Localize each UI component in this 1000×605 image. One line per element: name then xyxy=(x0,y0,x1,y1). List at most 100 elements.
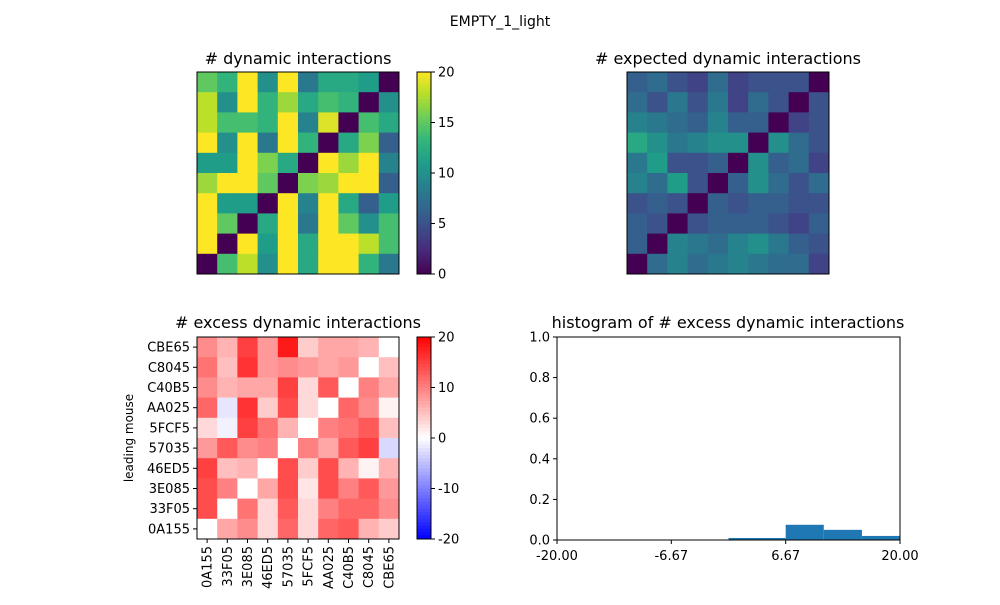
hm-dynamic-cell-9-3 xyxy=(257,253,279,275)
hm-expected-cell-4-8 xyxy=(788,152,810,174)
hm-dynamic-cell-9-6 xyxy=(318,253,339,275)
hm-expected-cell-1-7 xyxy=(768,92,789,113)
cb-excess-strip-18 xyxy=(417,397,431,402)
hm-excess-cell-4-1 xyxy=(217,417,238,439)
hm-excess-cell-7-3 xyxy=(257,478,279,499)
hm-dynamic-cell-9-2 xyxy=(237,253,258,275)
hm-expected-cell-4-3 xyxy=(687,152,709,174)
cb-dynamic-strip-33 xyxy=(417,183,431,187)
hm-excess-cell-7-5 xyxy=(298,478,319,499)
dynamic-colorbar: 0 5 10 15 20 xyxy=(416,66,455,283)
cb-excess-strip-8 xyxy=(417,363,431,368)
hm-expected-cell-4-6 xyxy=(748,152,769,174)
hm-excess-ytick-label-0: CBE65 xyxy=(147,341,190,356)
hm-expected-cell-1-9 xyxy=(808,92,830,113)
hm-expected-cell-7-9 xyxy=(808,213,830,234)
hm-expected-cell-0-1 xyxy=(647,72,668,93)
cb-dynamic-strip-16 xyxy=(417,125,431,130)
hm-dynamic-cell-1-2 xyxy=(237,92,258,113)
hm-expected-cell-9-0 xyxy=(627,253,648,275)
hm-excess-cell-1-1 xyxy=(217,357,238,378)
hm-excess-cell-4-2 xyxy=(237,417,258,439)
cb-dynamic-strip-25 xyxy=(417,156,431,161)
hm-excess-cell-2-2 xyxy=(237,377,258,398)
hm-dynamic-cell-9-5 xyxy=(298,253,319,275)
figure-suptitle: EMPTY_1_light xyxy=(450,14,551,30)
hm-expected-cell-3-6 xyxy=(748,132,769,154)
hm-excess-cell-2-7 xyxy=(338,377,359,398)
cb-dynamic-strip-42 xyxy=(417,213,431,218)
hm-expected-cell-7-4 xyxy=(707,213,729,234)
hm-expected-cell-4-1 xyxy=(647,152,668,174)
hm-excess-cell-3-1 xyxy=(217,397,238,419)
cb-dynamic-strip-50 xyxy=(417,240,431,245)
expected-title: # expected dynamic interactions xyxy=(595,49,861,68)
hm-excess-cell-9-8 xyxy=(358,518,380,540)
expected-heatmap xyxy=(626,71,830,275)
hm-excess-cell-3-4 xyxy=(277,397,299,419)
cb-excess-strip-23 xyxy=(417,414,431,419)
hm-excess-xtick-label-8: C8045 xyxy=(362,546,377,588)
hm-excess-cell-7-2 xyxy=(237,478,258,499)
cb-excess-strip-54 xyxy=(417,518,431,523)
hm-excess-ytick-label-8: 33F05 xyxy=(149,502,190,517)
hm-dynamic-cell-5-1 xyxy=(217,173,238,194)
excess-ylabel: leading mouse xyxy=(122,394,136,482)
histogram-xtick-label-0: -20.00 xyxy=(536,549,578,564)
hm-expected-cell-9-9 xyxy=(808,253,830,275)
hm-excess-ytick-label-7: 3E085 xyxy=(149,482,190,497)
hm-expected-cell-5-4 xyxy=(707,173,729,194)
hm-dynamic-cell-3-0 xyxy=(197,132,218,154)
cb-excess-strip-15 xyxy=(417,387,431,392)
cb-excess-strip-57 xyxy=(417,528,431,533)
hm-expected-cell-8-2 xyxy=(667,233,688,255)
cb-excess-strip-21 xyxy=(417,407,431,412)
cb-dynamic-strip-4 xyxy=(417,85,431,90)
hm-excess-cell-0-0 xyxy=(197,337,218,358)
hm-excess-cell-2-9 xyxy=(378,377,400,398)
hm-expected-cell-5-6 xyxy=(748,173,769,194)
cb-dynamic-strip-24 xyxy=(417,152,431,157)
cb-dynamic-strip-48 xyxy=(417,233,431,238)
cb-excess-tick-label-1: -10 xyxy=(438,482,459,497)
hm-expected-cell-1-2 xyxy=(667,92,688,113)
hm-expected-cell-6-1 xyxy=(647,193,668,214)
hm-excess-xtick-label-3: 46ED5 xyxy=(261,546,276,589)
excess-colorbar: -20 -10 0 10 20 xyxy=(416,331,459,548)
hm-dynamic-cell-3-5 xyxy=(298,132,319,154)
hm-excess-ytick-label-9: 0A155 xyxy=(148,522,190,537)
hm-excess-cell-1-5 xyxy=(298,357,319,378)
hm-dynamic-cell-8-8 xyxy=(358,233,380,255)
cb-excess-strip-20 xyxy=(417,404,431,409)
cb-dynamic-strip-53 xyxy=(417,250,431,255)
hm-excess-ytick-label-2: C40B5 xyxy=(147,381,190,396)
hm-expected-cell-1-5 xyxy=(728,92,749,113)
hm-excess-cell-8-2 xyxy=(237,498,258,520)
hm-dynamic-cell-8-4 xyxy=(277,233,299,255)
cb-dynamic-strip-10 xyxy=(417,105,431,110)
cb-excess-strip-9 xyxy=(417,367,431,372)
hm-expected-cell-9-1 xyxy=(647,253,668,275)
hm-expected-cell-4-4 xyxy=(707,152,729,174)
hm-expected-cell-0-7 xyxy=(768,72,789,93)
hm-excess-cell-9-1 xyxy=(217,518,238,540)
hm-excess-cell-0-3 xyxy=(257,337,279,358)
cb-excess-strip-10 xyxy=(417,370,431,375)
cb-dynamic-strip-15 xyxy=(417,122,431,127)
hm-excess-ytick-label-1: C8045 xyxy=(148,361,190,376)
cb-excess-strip-50 xyxy=(417,505,431,510)
hm-excess-cell-2-1 xyxy=(217,377,238,398)
hm-excess-cell-9-5 xyxy=(298,518,319,540)
hm-excess-cell-2-0 xyxy=(197,377,218,398)
hm-dynamic-cell-3-8 xyxy=(358,132,380,154)
cb-dynamic-strip-8 xyxy=(417,98,431,103)
hm-dynamic-cell-7-9 xyxy=(378,213,400,234)
cb-dynamic-strip-18 xyxy=(417,132,431,137)
hm-expected-cell-8-3 xyxy=(687,233,709,255)
hm-expected-cell-8-0 xyxy=(627,233,648,255)
hm-excess-cell-6-6 xyxy=(318,458,339,479)
hm-dynamic-cell-6-0 xyxy=(197,193,218,214)
cb-excess-strip-37 xyxy=(417,461,431,466)
hm-expected-cell-7-2 xyxy=(667,213,688,234)
hm-dynamic-cell-5-2 xyxy=(237,173,258,194)
